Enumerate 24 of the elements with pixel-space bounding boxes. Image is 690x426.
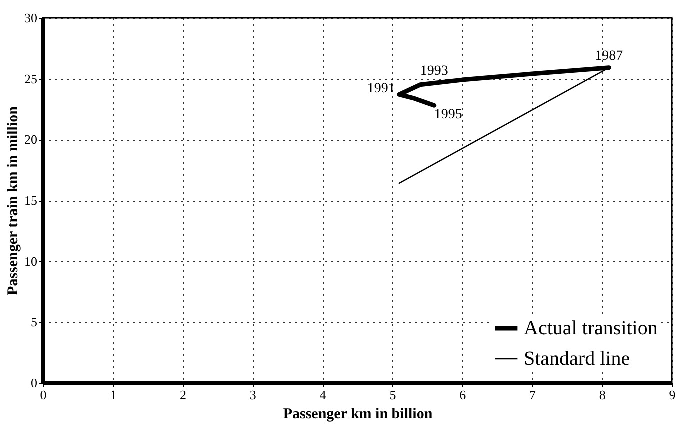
legend-label: Standard line [524, 348, 630, 370]
x-axis-title: Passenger km in billion [283, 406, 434, 422]
y-axis-title: Passenger train km in million [6, 106, 22, 296]
y-tick-label: 20 [24, 132, 38, 148]
annotation: 1993 [420, 64, 448, 79]
x-tick-label: 7 [529, 388, 536, 402]
y-tick-label: 25 [24, 71, 38, 86]
annotation: 1991 [367, 82, 396, 97]
y-tick-label: 15 [24, 193, 38, 208]
x-tick-label: 2 [180, 388, 187, 402]
x-tick-label: 1 [110, 388, 117, 402]
y-tick-label: 5 [31, 314, 38, 330]
y-tick-label: 10 [24, 254, 38, 269]
x-tick-label: 4 [320, 388, 327, 402]
y-tick-label: 30 [24, 10, 38, 26]
y-tick-label: 0 [31, 376, 38, 390]
annotation: 1995 [434, 108, 462, 123]
x-tick-label: 8 [599, 388, 606, 402]
x-tick-label: 3 [250, 388, 256, 402]
annotation: 1987 [595, 48, 624, 64]
x-tick-label: 9 [669, 388, 676, 402]
x-tick-label: 6 [460, 388, 467, 402]
x-tick-label: 5 [390, 388, 396, 402]
legend-label: Actual transition [524, 318, 658, 340]
